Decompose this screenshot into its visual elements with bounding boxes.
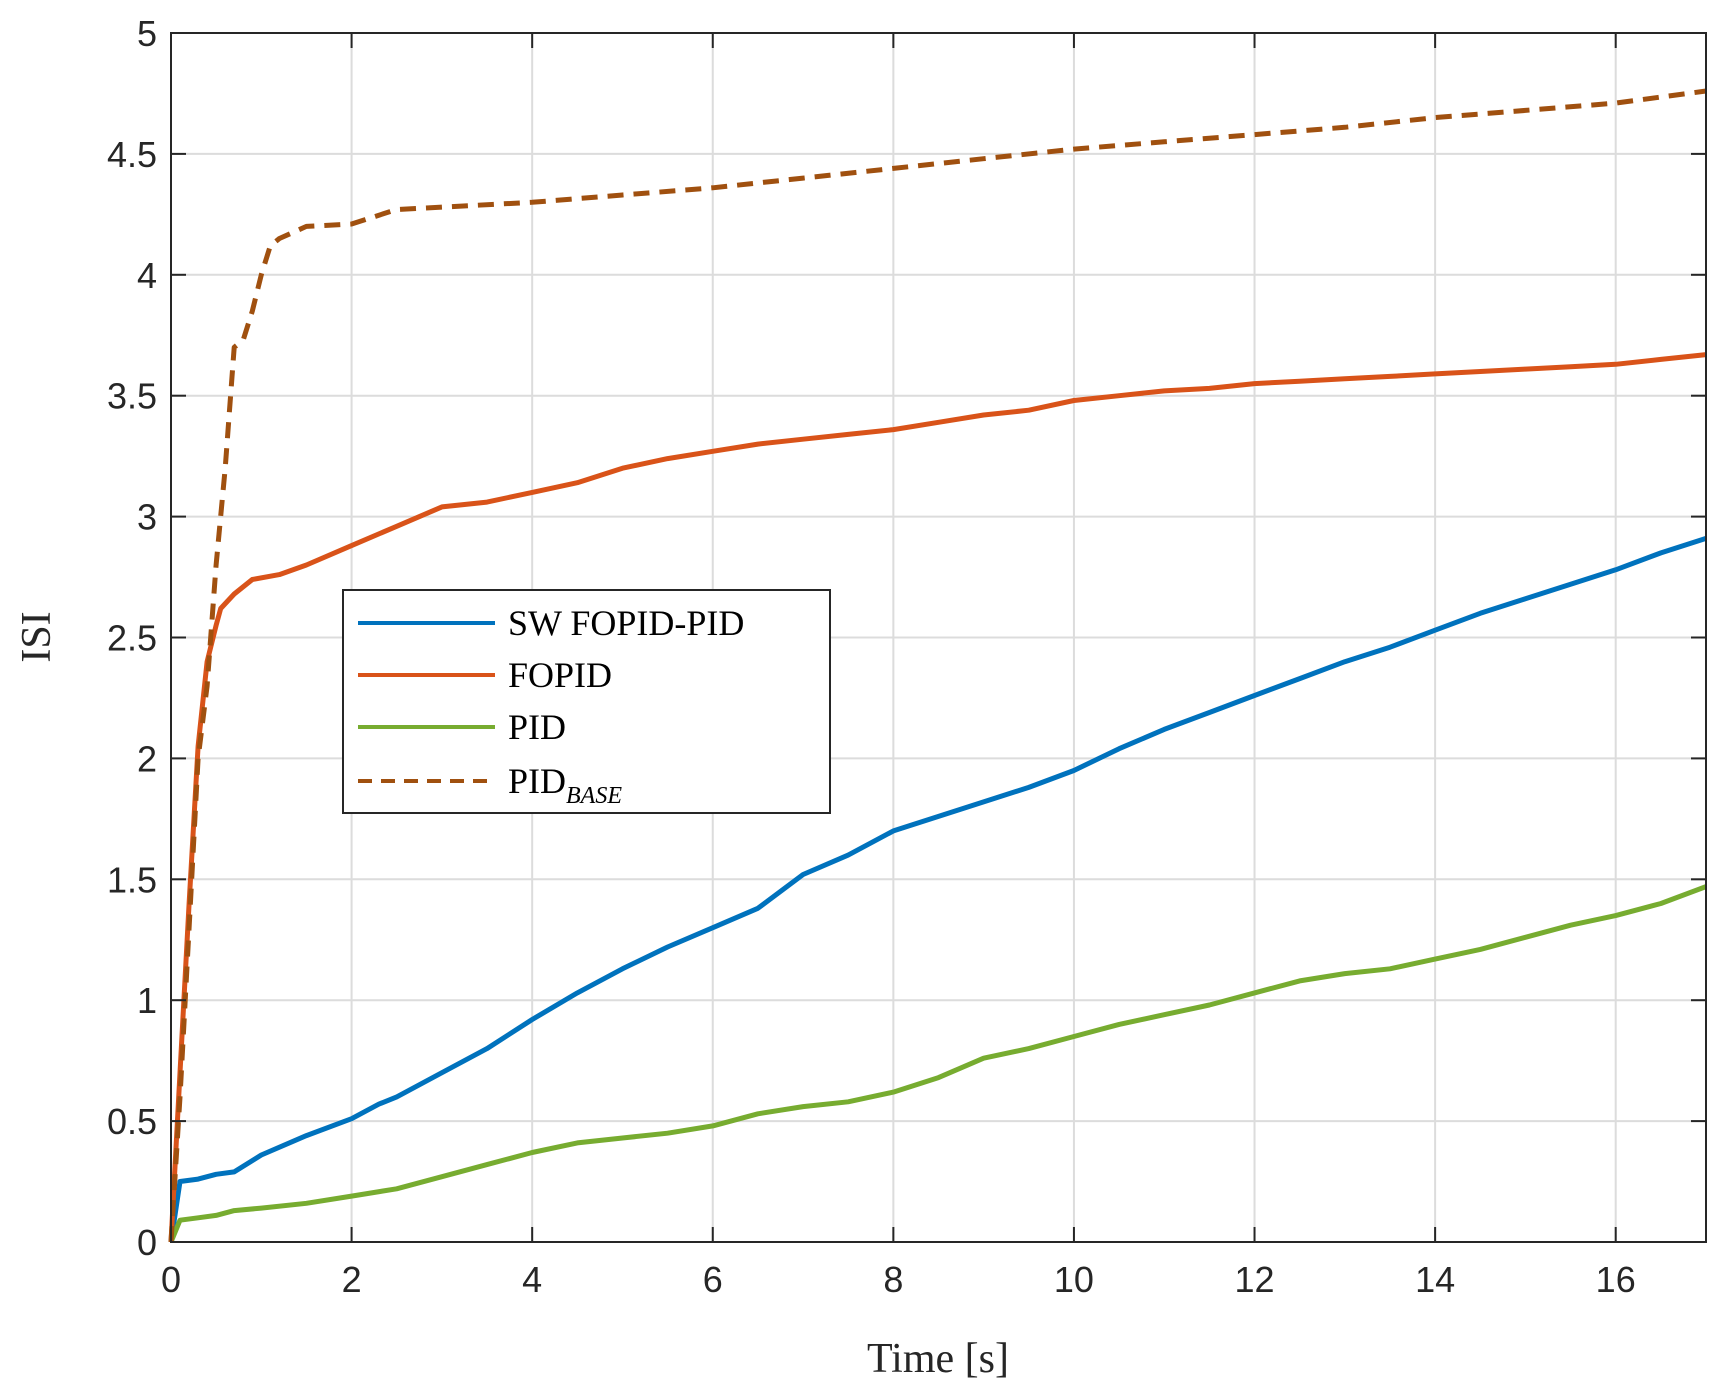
y-tick-label-4: 4 (137, 255, 157, 296)
legend-label-pid-base-main: PID (508, 761, 566, 801)
series-line-pid-base (168, 88, 1707, 1243)
x-tick-label-8: 8 (883, 1259, 903, 1300)
legend-label-pid-base-sub: BASE (566, 783, 622, 809)
x-tick-label-16: 16 (1596, 1259, 1636, 1300)
x-tick-label-6: 6 (703, 1259, 723, 1300)
x-tick-label-4: 4 (522, 1259, 542, 1300)
x-tick-label-10: 10 (1054, 1259, 1094, 1300)
axis-ticks (170, 32, 1706, 1243)
tick-labels: 0 2 4 6 8 10 12 14 16 0 0.5 1 1.5 2 2.5 3 3.5 4 4.5 5 (107, 13, 1636, 1300)
x-axis-title: Time [s] (867, 1336, 1009, 1382)
grid-lines (171, 33, 1706, 1242)
series-layer (168, 88, 1707, 1243)
x-tick-label-2: 2 (342, 1259, 362, 1300)
y-tick-label-0: 0 (137, 1222, 157, 1263)
series-line-sw-fopid-pid (168, 536, 1707, 1243)
legend-label-fopid: FOPID (508, 655, 612, 695)
y-tick-label-5: 5 (137, 13, 157, 54)
y-tick-label-2: 2 (137, 738, 157, 779)
series-line-pid (168, 884, 1707, 1243)
y-tick-label-3: 3 (137, 497, 157, 538)
legend-label-pid: PID (508, 707, 566, 747)
y-tick-label-1-5: 1.5 (107, 859, 157, 900)
legend-box (342, 589, 831, 814)
y-axis-title: ISI (14, 611, 60, 662)
legend: SW FOPID-PID FOPID PID PIDBASE (342, 589, 831, 814)
y-tick-label-4-5: 4.5 (107, 134, 157, 175)
legend-label-sw-fopid-pid: SW FOPID-PID (508, 603, 744, 643)
legend-label-pid-base: PIDBASE (508, 761, 622, 809)
y-tick-label-2-5: 2.5 (107, 618, 157, 659)
y-tick-label-3-5: 3.5 (107, 376, 157, 417)
y-tick-label-0-5: 0.5 (107, 1101, 157, 1142)
series-line-fopid (168, 352, 1707, 1243)
x-tick-label-0: 0 (161, 1259, 181, 1300)
x-tick-label-14: 14 (1415, 1259, 1455, 1300)
x-tick-label-12: 12 (1235, 1259, 1275, 1300)
y-tick-label-1: 1 (137, 980, 157, 1021)
